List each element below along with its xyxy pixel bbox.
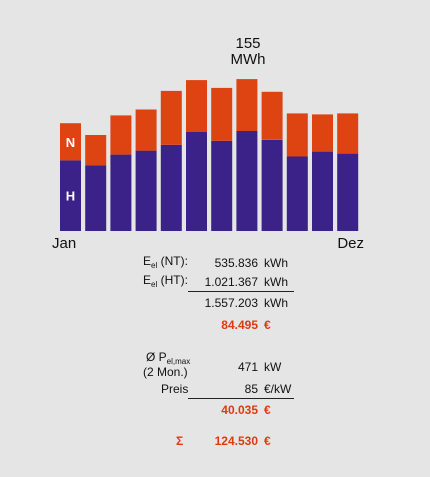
ht-label: Eel (HT): [143,273,188,289]
bar-h-10 [286,156,308,231]
sum-symbol: Σ [176,434,184,448]
total-energy-unit: kWh [264,296,288,310]
bar-n-11 [312,114,333,152]
bar-n-2 [85,135,107,166]
ht-unit: kWh [264,275,288,289]
total-energy-value: 1.557.203 [204,296,258,310]
power-unit: kW [264,360,282,374]
bar-h-2 [85,165,107,231]
ht-value: 1.021.367 [204,275,258,289]
sum-divider-1 [188,291,294,292]
power-cost-unit: € [264,403,271,417]
sum-unit: € [264,434,271,448]
bar-n-8 [236,79,258,131]
nt-label: Eel (NT): [143,254,188,270]
nt-value: 535.836 [214,256,258,270]
total-annotation-unit: MWh [231,51,266,68]
sum-divider-2 [188,398,294,399]
series-label-h: H [66,189,75,204]
bar-n-10 [286,113,308,157]
bar-n-1 [60,123,81,161]
bar-n-5 [160,90,182,145]
price-value: 85 [244,382,258,396]
power-label-period: (2 Mon.) [143,365,188,379]
bar-h-7 [211,140,233,231]
energy-cost-unit: € [264,318,271,332]
sum-value: 124.530 [214,434,258,448]
bar-h-8 [236,131,258,231]
bar-h-11 [312,151,333,231]
power-value: 471 [237,360,258,374]
series-label-n: N [66,135,75,150]
bar-n-12 [337,113,359,154]
energy-cost-value: 84.495 [221,318,258,332]
bar-h-1 [60,160,81,231]
price-unit: €/kW [264,382,292,396]
x-label-end: Dez [337,235,364,250]
bar-h-5 [160,144,182,231]
bar-h-9 [261,139,283,231]
x-label-start: Jan [52,235,76,250]
bar-h-4 [135,150,157,231]
price-label: Preis [161,382,189,396]
total-annotation-value: 155 [235,35,260,52]
power-label: Ø Pel,max [146,350,191,366]
bar-h-3 [110,154,132,231]
bar-n-3 [110,115,132,155]
bar-h-6 [186,132,207,231]
bar-n-6 [186,80,207,132]
bar-n-9 [261,91,283,140]
power-cost-value: 40.035 [221,403,258,417]
bar-n-7 [211,87,233,141]
nt-unit: kWh [264,256,288,270]
bar-n-4 [135,109,157,151]
bar-h-12 [337,153,359,231]
